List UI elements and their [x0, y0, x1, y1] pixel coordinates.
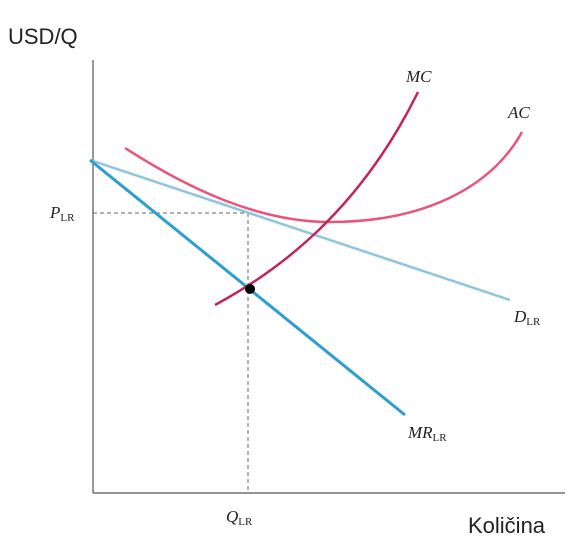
mr-label-sub: LR	[433, 432, 448, 444]
mr-label-main: MR	[407, 423, 433, 442]
mc-label-text: MC	[405, 67, 432, 86]
ac-curve	[124, 131, 524, 224]
d-label-sub: LR	[526, 316, 541, 328]
quantity-label: QLR	[226, 507, 253, 528]
ac-label: AC	[507, 103, 530, 122]
mc-label: MC	[405, 67, 432, 86]
ac-label-text: AC	[507, 103, 530, 122]
quantity-label-sub: LR	[238, 516, 253, 528]
d-label: DLR	[513, 307, 541, 328]
intersection-point	[245, 284, 255, 294]
quantity-label-main: Q	[226, 507, 238, 526]
price-label-main: P	[49, 203, 60, 222]
y-axis-label: USD/Q	[8, 24, 78, 49]
price-label-sub: LR	[60, 212, 75, 224]
mc-curve	[214, 91, 420, 307]
x-axis-label: Količina	[468, 513, 546, 538]
price-label: PLR	[49, 203, 75, 224]
d-label-main: D	[513, 307, 527, 326]
demand-curve	[89, 158, 511, 302]
mr-label: MRLR	[407, 423, 447, 444]
